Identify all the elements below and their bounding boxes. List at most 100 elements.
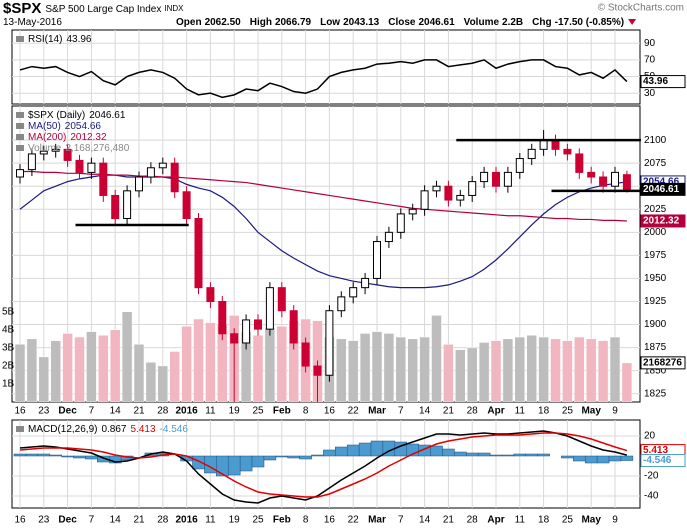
candle-body [254,319,262,330]
candle-body [527,148,536,160]
candle-body [301,342,310,367]
candle-body [325,310,334,376]
y-tick-label: 30 [644,88,656,99]
volume-bar [121,311,133,402]
x-tick-label: Apr [487,515,504,526]
y2-tick-label: 4B [2,324,15,335]
x-tick-label: 14 [419,515,431,526]
x-tick-label: Dec [58,406,77,417]
volume-bar [26,338,38,402]
x-tick-label: 19 [229,406,241,417]
series-line [19,430,628,504]
volume-bar [181,325,192,402]
volume-bar [276,325,288,402]
y-tick-label: 1875 [644,342,667,353]
y-tick-label: 1850 [644,365,667,376]
candle-body [194,217,203,289]
stats: Open 2062.50 High 2066.79 Low 2043.13 Close 204… [176,17,624,28]
histogram-bar [513,453,527,457]
stat-value: 2066.79 [275,17,312,28]
candle-body [16,169,24,178]
x-tick-label: 21 [443,406,455,417]
volume-bar [562,340,573,402]
x-tick-label: 25 [562,406,574,417]
y2-tick-label: 1B [2,379,15,390]
x-tick-label: 2016 [175,406,198,417]
y-tick-label: 2025 [644,204,667,215]
x-tick-label: 14 [110,406,122,417]
candle-body [63,148,72,161]
volume-bar [98,334,109,402]
y-tick-label: 2000 [644,227,667,238]
x-tick-label: 23 [38,406,50,417]
x-tick-label: Mar [368,515,386,526]
candle-body [575,153,584,173]
volume-bar [371,331,383,402]
x-tick-label: 28 [157,406,169,417]
last-value-box [640,214,686,228]
histogram-bar [13,453,27,457]
x-tick-label: 25 [252,406,264,417]
x-tick-label: 7 [89,515,95,526]
candle-body [456,194,465,201]
histogram-bar [596,455,610,464]
x-tick-label: 19 [229,515,241,526]
histogram-bar [584,455,598,464]
candle-body [218,300,227,335]
candle-body [27,153,36,171]
stat-value: 2046.61 [418,17,455,28]
legend-entry-part: RSI(14) [28,34,62,45]
candle-body [563,148,572,155]
candle-body [75,159,84,173]
panel-frame [11,419,641,509]
x-tick-label: Mar [368,406,386,417]
last-value: -4.546 [643,455,672,466]
histogram-bar [85,455,98,460]
volume-bar [264,327,276,402]
stat-label: High [250,17,272,28]
panel-frame [11,29,641,105]
legend-entry: Volume 2,168,276,480 [28,143,130,154]
histogram-bar [287,455,300,459]
candle-body [384,231,393,243]
candle-body [135,176,143,192]
histogram-bar [561,455,574,459]
stat-label: Chg [532,17,551,28]
candle-body [503,171,512,187]
volume-bar [431,315,442,402]
y-tick-label: 2075 [644,158,667,169]
candle-body [146,167,155,178]
x-tick-label: 8 [303,515,309,526]
series-line [19,174,627,289]
x-tick-label: 16 [14,406,26,417]
change-arrow [628,19,637,25]
histogram-bar [346,444,360,457]
candle-body [611,171,619,187]
histogram-bar [299,455,312,460]
x-tick-label: 21 [133,406,145,417]
y-tick-label: 20 [644,431,656,442]
candle-body [87,162,96,173]
candle-body [337,296,346,312]
histogram-bar [275,455,289,458]
legend-entry-part: MACD(12,26,9) [28,424,97,435]
last-value: 5.413 [643,445,668,456]
panel: 1825185018751900192519501975200020252050… [2,105,686,403]
volume-bar [359,333,371,402]
x-tick-label: 14 [419,406,431,417]
x-tick-label: 16 [324,406,336,417]
credit: © StockCharts.com [598,3,684,14]
candle-body [432,185,441,192]
y2-tick-label: 3B [2,342,15,353]
volume-bar [514,336,526,402]
y-tick-label: 2100 [644,135,667,146]
volume-bar [38,356,50,402]
x-tick-label: 14 [110,515,122,526]
series-line [20,170,627,222]
volume-bar [383,333,395,402]
x-tick-label: 28 [157,515,169,526]
volume-bar [86,331,97,402]
plot-area [12,30,640,104]
